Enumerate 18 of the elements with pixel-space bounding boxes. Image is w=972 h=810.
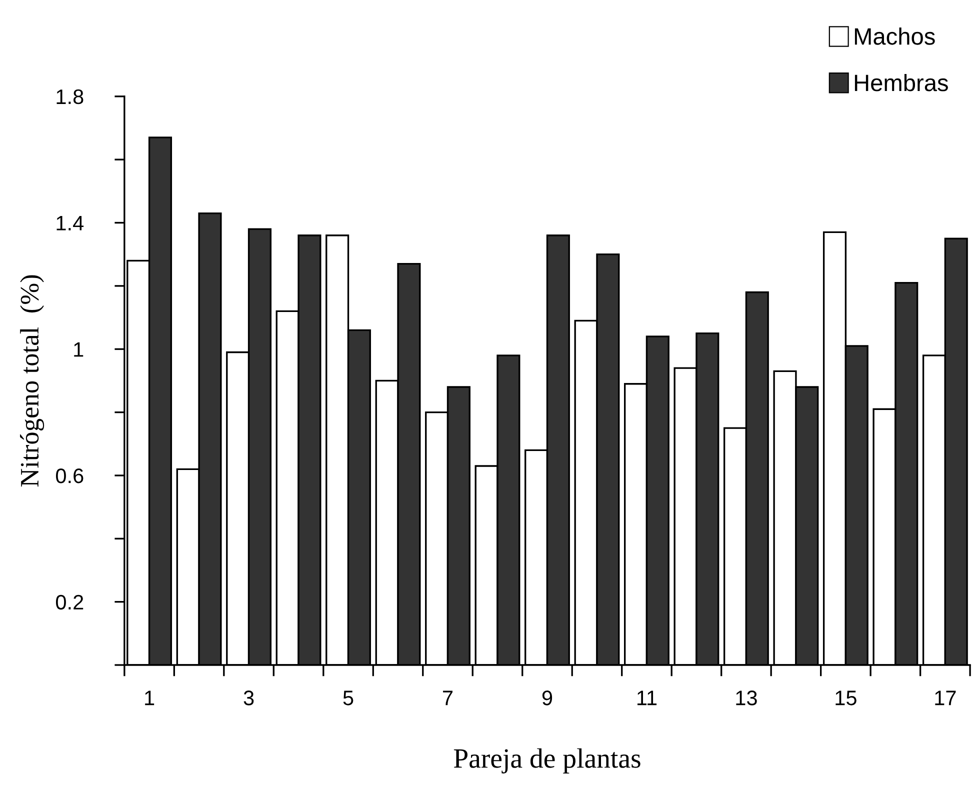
x-tick-label: 5 (343, 690, 354, 706)
y-tick-label: 0.6 (56, 468, 84, 484)
x-tick-label: 1 (145, 690, 154, 706)
x-tick-label: 11 (637, 690, 657, 706)
legend-label: Machos (854, 27, 935, 45)
x-tick-label: 3 (244, 690, 254, 706)
x-tick-label: 15 (836, 690, 856, 706)
x-tick-label: 9 (542, 690, 552, 706)
y-tick-label: 1 (74, 342, 84, 357)
y-tick-label: 1.8 (56, 89, 84, 104)
y-tick-label: 1.4 (56, 216, 84, 230)
x-tick-label: 17 (935, 690, 956, 706)
x-tick-label: 7 (443, 690, 452, 706)
legend-label: Hembras (854, 74, 948, 92)
y-axis-title: Nitrógeno total (%) (20, 275, 44, 487)
x-tick-label: 13 (736, 690, 757, 706)
y-tick-label: 0.2 (56, 594, 84, 610)
x-axis-title: Pareja de plantas (454, 748, 640, 774)
